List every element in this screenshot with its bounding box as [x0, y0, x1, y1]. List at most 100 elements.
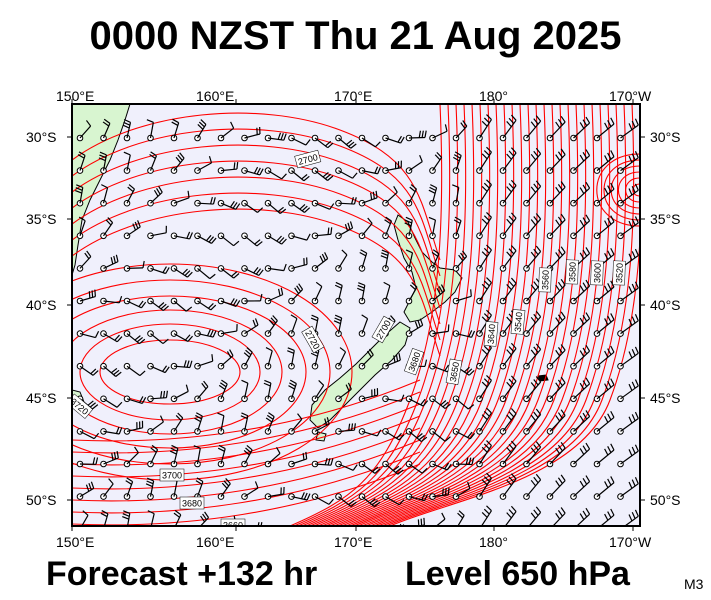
wind-barb	[263, 379, 272, 403]
wind-barb	[264, 132, 287, 142]
wind-barb	[170, 231, 193, 240]
contour-label: 3560	[540, 270, 551, 290]
wind-barb	[147, 225, 167, 240]
wind-barb	[452, 395, 475, 410]
wind-barb	[452, 151, 462, 174]
wind-barb	[593, 215, 615, 240]
wind-barb	[593, 443, 615, 468]
wind-barb	[428, 216, 437, 240]
height-contour	[341, 104, 547, 526]
wind-barb	[288, 314, 298, 337]
wind-barb	[100, 184, 109, 207]
wind-barb	[170, 297, 193, 312]
lat-label-right: 45°S	[650, 390, 681, 406]
wind-barb	[147, 362, 170, 374]
wind-barb	[476, 211, 492, 240]
wind-barb	[523, 180, 542, 207]
wind-barb	[264, 412, 275, 435]
wind-barb	[241, 265, 264, 276]
wind-barb	[405, 493, 429, 502]
wind-barb	[264, 199, 287, 214]
contour-label: 3650	[448, 361, 461, 382]
wind-barb	[593, 182, 615, 207]
wind-barb	[311, 167, 334, 181]
wind-barb	[546, 115, 566, 142]
wind-barb	[76, 457, 99, 468]
wind-barb	[382, 394, 405, 403]
wind-barb	[452, 184, 460, 207]
wind-barb	[523, 473, 542, 500]
wind-barb	[123, 446, 139, 468]
contour-label: 3600	[592, 263, 603, 283]
wind-barb	[617, 281, 639, 305]
wind-barb	[358, 249, 368, 272]
wind-barb	[98, 151, 108, 174]
lat-label-left: 30°S	[26, 129, 57, 145]
wind-barb	[241, 199, 264, 213]
wind-barb	[382, 160, 402, 174]
wind-barb	[311, 227, 333, 240]
wind-barb	[217, 232, 240, 247]
height-contour	[72, 391, 421, 454]
wind-barb	[217, 199, 241, 210]
wind-barb	[264, 167, 287, 180]
wind-barb	[194, 329, 217, 338]
wind-barb	[452, 428, 476, 440]
height-contour	[72, 439, 421, 502]
wind-barb	[428, 184, 438, 207]
wind-barb	[405, 184, 418, 207]
wind-barb	[241, 379, 249, 403]
wind-barb	[217, 324, 238, 337]
wind-barb	[311, 417, 330, 435]
wind-barb	[429, 249, 440, 272]
wind-barb	[147, 415, 164, 435]
lat-label-left: 40°S	[26, 297, 57, 313]
lon-label-top: 180°	[479, 88, 508, 104]
wind-barb	[382, 216, 393, 240]
wind-barb	[264, 486, 285, 500]
level-label: Level 650 hPa	[405, 555, 630, 593]
wind-barb	[76, 216, 86, 240]
wind-barb	[147, 510, 155, 526]
height-contour	[617, 171, 640, 209]
wind-barb	[405, 395, 429, 407]
wind-barb	[193, 445, 201, 468]
height-contour	[79, 323, 261, 421]
wind-barb	[452, 289, 472, 305]
wind-barb	[617, 346, 639, 370]
wind-barb	[546, 441, 566, 468]
wind-barb	[194, 119, 207, 142]
wind-barb	[619, 509, 639, 526]
wind-barb	[617, 379, 639, 403]
wind-barb	[264, 287, 284, 305]
wind-barb	[100, 362, 122, 377]
height-contour	[72, 427, 421, 490]
wind-barb	[333, 314, 343, 337]
lat-label-right: 40°S	[650, 297, 681, 313]
height-contour	[301, 104, 467, 526]
wind-barb	[76, 151, 86, 174]
height-contour	[329, 104, 523, 526]
wind-barb	[570, 279, 591, 305]
wind-barb	[147, 330, 169, 345]
wind-barb	[593, 280, 615, 305]
wind-barb	[267, 525, 269, 526]
wind-barb	[380, 249, 389, 272]
wind-barb	[525, 506, 542, 526]
wind-barb	[478, 505, 492, 526]
contour-label: 3520	[614, 263, 625, 283]
wind-barb	[123, 362, 146, 377]
wind-barb	[194, 232, 217, 244]
wind-barb	[405, 154, 423, 174]
wind-barb	[546, 148, 566, 174]
wind-barb	[617, 216, 639, 240]
wind-barb	[217, 478, 231, 500]
wind-barb	[382, 134, 405, 144]
height-contour	[365, 104, 595, 526]
wind-barb	[288, 257, 308, 272]
axis-ticks	[67, 99, 645, 531]
wind-barb	[123, 220, 141, 240]
lon-label-top: 160°E	[196, 88, 235, 104]
wind-barb	[404, 216, 413, 240]
wind-barb	[546, 409, 566, 435]
